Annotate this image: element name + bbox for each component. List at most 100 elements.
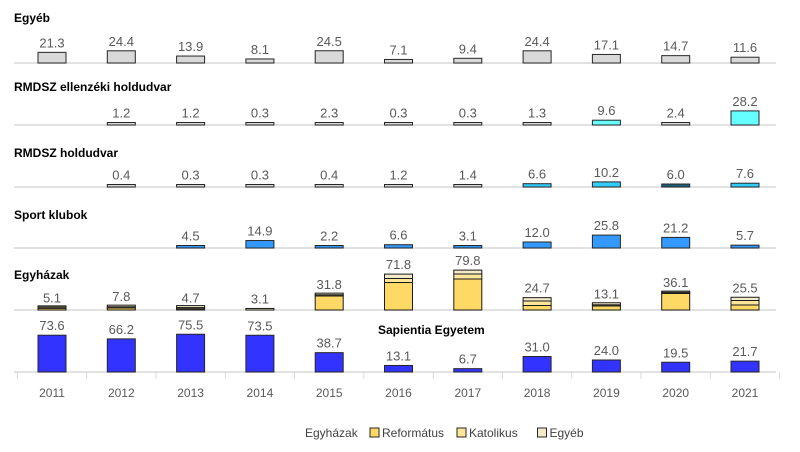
bar-segment-egyéb — [453, 269, 483, 275]
data-label: 79.8 — [455, 253, 480, 268]
x-tick-label: 2016 — [385, 386, 412, 400]
bar-segment-egyéb — [106, 304, 136, 308]
bar — [37, 51, 67, 64]
bar — [176, 55, 206, 64]
bar-segment-katolikus — [522, 300, 552, 306]
bar-segment-katolikus — [384, 278, 413, 283]
x-tick-label: 2020 — [662, 386, 689, 400]
data-label: 36.1 — [663, 275, 688, 290]
bar — [314, 352, 344, 373]
bar — [176, 333, 206, 373]
bar — [106, 184, 136, 188]
bar — [730, 182, 760, 188]
panel-title: RMDSZ holdudvar — [14, 146, 118, 160]
bar — [176, 122, 206, 126]
bar-segment-református — [730, 304, 760, 311]
data-label: 0.4 — [112, 168, 130, 183]
bar-segment-egyéb — [37, 305, 67, 308]
data-label: 71.8 — [386, 257, 411, 272]
bar — [245, 240, 275, 249]
bar-segment-református — [591, 305, 621, 311]
bar — [453, 245, 483, 249]
panel-title: RMDSZ ellenzéki holdudvar — [14, 80, 172, 94]
data-label: 4.5 — [182, 229, 200, 244]
bar — [661, 122, 691, 126]
legend-title: Egyházak — [305, 426, 359, 440]
bar — [245, 58, 275, 64]
data-label: 0.3 — [251, 106, 269, 121]
bar — [453, 122, 483, 126]
bar-segment-egyéb — [176, 305, 206, 309]
x-tick-label: 2017 — [454, 386, 481, 400]
bar — [106, 122, 136, 126]
bar — [176, 184, 206, 188]
data-label: 5.7 — [736, 228, 754, 243]
bar — [384, 184, 413, 188]
legend-swatch — [369, 427, 380, 438]
bar — [384, 244, 413, 249]
data-label: 0.3 — [389, 106, 407, 121]
bar-segment-egyéb — [730, 296, 760, 301]
bar-segment-egyéb — [384, 273, 413, 280]
bar-segment-egyéb — [314, 292, 344, 296]
bar — [591, 53, 621, 64]
bar-segment-református — [661, 293, 691, 311]
bar — [453, 57, 483, 64]
bar — [591, 234, 621, 249]
data-label: 13.9 — [178, 39, 203, 54]
bar — [245, 184, 275, 188]
data-label: 73.5 — [247, 318, 272, 333]
data-label: 38.7 — [317, 336, 342, 351]
panel-title: Egyházak — [14, 268, 70, 282]
bar — [730, 360, 760, 373]
bar-segment-református — [314, 295, 344, 311]
bar — [384, 364, 413, 373]
data-label: 1.2 — [182, 106, 200, 121]
bar — [245, 122, 275, 126]
bar — [661, 361, 691, 373]
data-label: 1.2 — [389, 168, 407, 183]
data-label: 1.3 — [528, 106, 546, 121]
bar — [661, 55, 691, 64]
data-label: 14.7 — [663, 39, 688, 54]
bar — [314, 245, 344, 249]
bar — [522, 241, 552, 249]
x-tick-label: 2012 — [108, 386, 135, 400]
bar — [522, 122, 552, 126]
bar — [314, 122, 344, 126]
data-label: 13.1 — [386, 348, 411, 363]
data-label: 0.3 — [182, 168, 200, 183]
bar — [314, 50, 344, 64]
data-label: 13.1 — [594, 286, 619, 301]
x-tick-label: 2013 — [177, 386, 204, 400]
bar — [384, 122, 413, 126]
bar-segment-református — [384, 282, 413, 311]
bar — [522, 356, 552, 373]
data-label: 21.3 — [39, 35, 64, 50]
panel-title: Sapientia Egyetem — [378, 323, 485, 337]
data-label: 8.1 — [251, 42, 269, 57]
data-label: 24.5 — [317, 34, 342, 49]
panel-title: Egyéb — [14, 11, 50, 25]
bar — [591, 181, 621, 188]
data-label: 21.7 — [732, 344, 757, 359]
bar — [522, 183, 552, 188]
data-label: 11.6 — [733, 40, 757, 55]
data-label: 0.3 — [459, 106, 477, 121]
data-label: 75.5 — [178, 317, 203, 332]
x-tick-label: 2019 — [593, 386, 620, 400]
bar — [37, 334, 67, 373]
data-label: 6.6 — [389, 228, 407, 243]
bar-segment-katolikus — [730, 300, 760, 306]
data-label: 2.3 — [320, 106, 338, 121]
data-label: 9.6 — [597, 103, 615, 118]
data-label: 2.2 — [320, 229, 338, 244]
data-label: 3.1 — [251, 291, 269, 306]
data-label: 1.2 — [112, 106, 130, 121]
data-label: 24.4 — [109, 34, 134, 49]
data-label: 6.7 — [459, 352, 477, 367]
bar — [106, 338, 136, 373]
bar — [245, 334, 275, 373]
data-label: 0.4 — [320, 168, 338, 183]
legend-entry: Katolikus — [469, 426, 518, 440]
